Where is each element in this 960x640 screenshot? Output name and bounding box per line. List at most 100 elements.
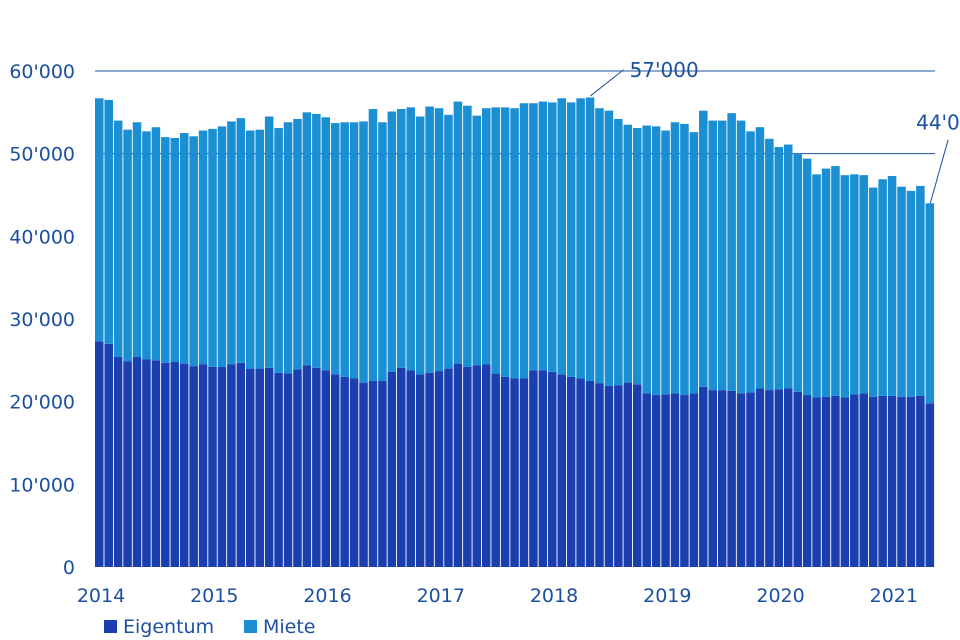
bar-segment-eigentum [812, 397, 821, 567]
bar-segment-miete [878, 179, 887, 396]
bar-segment-miete [717, 120, 727, 391]
bar-segment-miete [453, 101, 463, 364]
bar-segment-miete [312, 113, 321, 368]
bar-segment-eigentum [595, 383, 604, 567]
bar-segment-eigentum [415, 374, 425, 567]
bars [95, 97, 935, 567]
bar-segment-miete [95, 98, 104, 342]
bar-segment-miete [614, 118, 623, 386]
bar-segment-eigentum [878, 395, 887, 567]
bar-segment-miete [227, 121, 236, 365]
bar-segment-eigentum [821, 396, 831, 567]
bar-segment-miete [321, 117, 331, 371]
bar-segment-miete [368, 109, 378, 381]
x-tick-label: 2014 [77, 585, 125, 607]
x-tick-label: 2021 [870, 585, 918, 607]
bar-segment-miete [793, 153, 802, 392]
bar-segment-miete [661, 130, 670, 395]
bar-segment-miete [651, 126, 661, 396]
x-tick-label: 2020 [756, 585, 804, 607]
x-tick-label: 2019 [643, 585, 691, 607]
bar-segment-eigentum [548, 371, 557, 567]
bar-segment-eigentum [330, 374, 340, 567]
y-tick-label: 60'000 [9, 61, 75, 83]
bar-segment-miete [434, 108, 444, 372]
bar-segment-eigentum [859, 393, 869, 567]
legend-swatch [104, 620, 117, 633]
bar-segment-miete [802, 158, 812, 396]
bar-segment-eigentum [529, 370, 538, 567]
bar-segment-miete [500, 107, 510, 377]
bar-segment-miete [887, 175, 897, 396]
bar-segment-miete [868, 187, 878, 397]
bar-segment-eigentum [925, 403, 935, 567]
bar-segment-eigentum [510, 378, 519, 567]
bar-segment-eigentum [481, 364, 491, 567]
bar-segment-miete [189, 136, 198, 367]
legend: Eigentum Miete [104, 616, 316, 638]
bar-segment-eigentum [689, 393, 699, 567]
x-axis-tick-labels: 2014 2015 2016 2017 2018 2019 2020 2021 [77, 585, 918, 607]
bar-segment-eigentum [179, 363, 189, 567]
bar-segment-eigentum [538, 370, 548, 567]
bar-segment-eigentum [434, 371, 444, 567]
bar-segment-eigentum [359, 382, 368, 567]
bar-segment-eigentum [576, 378, 585, 567]
bar-segment-eigentum [491, 373, 500, 567]
x-tick-label: 2016 [303, 585, 351, 607]
bar-segment-eigentum [557, 374, 567, 567]
x-tick-label: 2017 [417, 585, 465, 607]
bar-segment-miete [236, 118, 246, 363]
bar-segment-miete [397, 109, 406, 368]
bar-segment-miete [142, 131, 151, 360]
bar-segment-miete [755, 127, 765, 389]
bar-segment-miete [746, 131, 755, 393]
bar-segment-eigentum [283, 373, 293, 567]
bar-segment-miete [831, 166, 840, 396]
bar-segment-eigentum [604, 385, 614, 567]
bar-segment-eigentum [397, 367, 406, 567]
bar-segment-miete [472, 115, 482, 366]
y-tick-label: 40'000 [9, 226, 75, 248]
bar-segment-eigentum [104, 343, 113, 567]
bar-segment-eigentum [519, 378, 529, 567]
bar-segment-eigentum [444, 368, 453, 567]
x-tick-label: 2015 [190, 585, 238, 607]
bar-segment-eigentum [802, 395, 812, 567]
bar-segment-eigentum [274, 372, 283, 567]
bar-segment-miete [198, 130, 208, 365]
bar-segment-miete [406, 107, 415, 371]
bar-segment-eigentum [264, 367, 274, 567]
bar-segment-miete [359, 121, 368, 383]
bar-segment-eigentum [142, 359, 151, 567]
legend-swatch [244, 620, 257, 633]
bar-segment-miete [576, 98, 585, 379]
annotation-leader-line [929, 139, 949, 204]
bar-segment-eigentum [340, 376, 349, 567]
y-tick-label: 20'000 [9, 392, 75, 414]
bar-segment-eigentum [906, 396, 916, 567]
bar-segment-eigentum [765, 390, 774, 567]
bar-segment-miete [604, 110, 614, 386]
bar-segment-miete [246, 130, 255, 369]
bar-segment-miete [670, 122, 680, 394]
bar-segment-miete [444, 114, 453, 369]
bar-segment-eigentum [349, 378, 359, 567]
bar-segment-eigentum [189, 366, 198, 567]
bar-segment-eigentum [699, 386, 708, 567]
bar-segment-eigentum [793, 391, 802, 567]
bar-segment-miete [906, 190, 916, 397]
bar-segment-eigentum [425, 372, 434, 567]
bar-segment-miete [415, 116, 425, 375]
bar-segment-miete [425, 106, 434, 373]
bar-segment-miete [689, 132, 699, 394]
y-tick-label: 0 [63, 557, 75, 579]
bar-segment-eigentum [132, 357, 142, 567]
bar-segment-eigentum [246, 368, 255, 567]
y-tick-label: 10'000 [9, 474, 75, 496]
bar-segment-eigentum [312, 367, 321, 567]
bar-segment-miete [708, 120, 718, 391]
bar-segment-miete [699, 110, 708, 387]
bar-segment-eigentum [661, 394, 670, 567]
